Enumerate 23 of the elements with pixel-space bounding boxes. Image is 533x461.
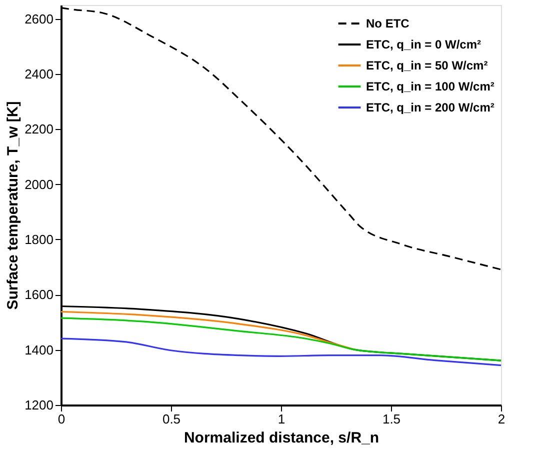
- line-series: [60, 338, 502, 366]
- x-tick-label: 2: [498, 412, 506, 426]
- y-axis-title: Surface temperature, T_w [K]: [4, 101, 22, 310]
- legend-label: ETC, q_in = 0 W/cm²: [366, 38, 482, 52]
- line-series: [60, 317, 502, 362]
- legend-label: ETC, q_in = 50 W/cm²: [366, 58, 488, 72]
- y-tick-label: 1400: [24, 342, 54, 358]
- y-tick-label: 2200: [24, 122, 54, 137]
- x-tick-label: 1: [278, 412, 286, 426]
- y-tick-label: 2000: [24, 176, 54, 192]
- line-series: [60, 310, 357, 351]
- x-tick-label: 1.5: [382, 412, 401, 426]
- legend-label: ETC, q_in = 200 W/cm²: [366, 100, 494, 114]
- y-tick-label: 1600: [24, 287, 54, 302]
- legend-label: No ETC: [366, 16, 410, 30]
- x-tick-label: 0: [58, 412, 66, 426]
- y-tick-label: 1800: [24, 232, 54, 247]
- x-tick-label: 0.5: [162, 412, 181, 426]
- x-axis-title: Normalized distance, s/R_n: [184, 430, 380, 446]
- legend-label: ETC, q_in = 100 W/cm²: [366, 80, 494, 94]
- y-tick-label: 1200: [24, 398, 54, 412]
- y-tick-label: 2400: [24, 66, 54, 82]
- y-tick-label: 2600: [24, 11, 54, 26]
